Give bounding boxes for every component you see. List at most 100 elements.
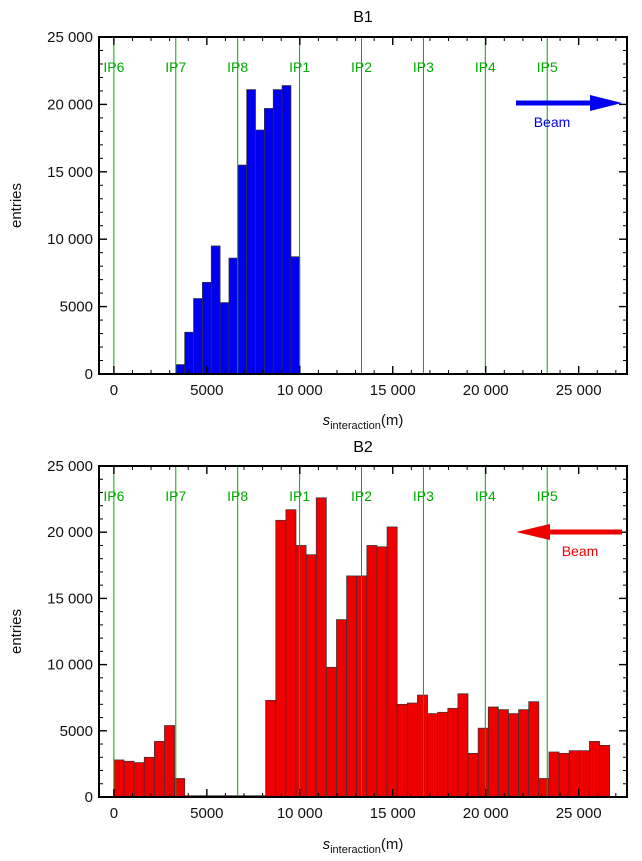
ip-label: IP4	[475, 59, 496, 75]
ip-label: IP3	[413, 59, 434, 75]
y-tick-label: 5000	[60, 723, 93, 740]
beam-annotation: Beam	[516, 95, 622, 130]
y-tick-label: 15 000	[47, 164, 93, 181]
panel-b2: B2 IP6 IP7 IP8 IP1 IP2 IP3 IP4 IP5 0 5000 10 000 15 …	[8, 439, 628, 856]
x-tick-label: 25 000	[556, 382, 602, 399]
histogram-bar	[193, 298, 203, 375]
histogram-bar	[228, 257, 239, 375]
x-tick-label: 10 000	[277, 382, 323, 399]
plot-frame	[98, 36, 628, 375]
ip-label: IP7	[165, 488, 186, 504]
panel-b1: B1 IP6 IP7 IP8 IP1 IP2 IP3 IP4 IP5 0 5000 10 000 15 …	[8, 9, 628, 432]
y-axis-label: entries	[8, 183, 25, 228]
x-axis-label: sinteraction(m)	[323, 836, 404, 856]
ip-label: IP2	[351, 488, 372, 504]
ip-label: IP8	[227, 59, 248, 75]
ip-label: IP2	[351, 59, 372, 75]
histogram-bar	[589, 741, 600, 798]
histogram-bar	[508, 713, 519, 798]
histogram-bar	[376, 546, 388, 798]
y-tick-label: 5000	[60, 299, 93, 316]
histogram-bar	[281, 85, 292, 375]
histogram-bar	[386, 526, 398, 798]
histogram-bar	[477, 727, 489, 798]
ip-label: IP5	[537, 59, 558, 75]
histogram-bar	[164, 725, 175, 798]
plot-frame	[98, 465, 628, 798]
histogram-bar	[396, 703, 408, 798]
beam-label: Beam	[534, 114, 571, 130]
x-tick-label: 5000	[190, 382, 223, 399]
histogram-bar	[336, 619, 347, 798]
x-tick-label: 5000	[190, 805, 223, 822]
x-tick-label: 25 000	[556, 805, 602, 822]
y-tick-label: 10 000	[47, 657, 93, 674]
histogram-bar	[467, 752, 479, 798]
x-tick-label: 15 000	[370, 805, 416, 822]
ip-markers: IP6 IP7 IP8 IP1 IP2 IP3 IP4 IP5	[103, 466, 558, 797]
histogram-bar	[246, 89, 256, 375]
x-tick-label: 15 000	[370, 382, 416, 399]
histogram-bar	[175, 364, 186, 375]
histogram-bar	[437, 711, 449, 798]
x-tick-label: 10 000	[277, 805, 323, 822]
ip-label: IP5	[537, 488, 558, 504]
y-tick-label: 25 000	[47, 458, 93, 475]
beam-label: Beam	[562, 543, 599, 559]
histogram-bar	[210, 245, 221, 375]
histogram-bar	[578, 750, 590, 798]
ticks: 0 5000 10 000 15 000 20 000 25 000 0 5000 10 000…	[47, 458, 627, 822]
histogram-bar	[548, 751, 560, 798]
ip-label: IP1	[289, 488, 310, 504]
x-tick-label: 20 000	[463, 382, 509, 399]
y-tick-label: 0	[85, 366, 93, 383]
histogram-bar	[255, 129, 265, 375]
ip-label: IP4	[475, 488, 496, 504]
histogram-bar	[346, 575, 358, 798]
y-axis-label: entries	[8, 609, 25, 654]
x-tick-label: 0	[110, 805, 118, 822]
histogram-bar	[498, 709, 509, 798]
histogram-bar	[558, 752, 570, 798]
x-tick-label: 0	[110, 382, 118, 399]
histogram-bar	[285, 509, 297, 798]
histogram-bar	[202, 281, 212, 375]
histogram-bar	[406, 702, 418, 798]
beam-arrow-head	[590, 95, 622, 111]
bars-group	[175, 85, 301, 375]
ip-markers: IP6 IP7 IP8 IP1 IP2 IP3 IP4 IP5	[103, 37, 558, 374]
ip-label: IP3	[413, 488, 434, 504]
histogram-bar	[528, 701, 540, 798]
histogram-bar	[305, 554, 317, 798]
x-tick-label: 20 000	[463, 805, 509, 822]
histogram-bar	[219, 302, 230, 375]
histogram-bar	[295, 545, 307, 798]
histogram-bar	[315, 497, 327, 798]
ticks: 0 5000 10 000 15 000 20 000 25 000 0 5000 10 000…	[47, 29, 627, 399]
histogram-bar	[417, 694, 428, 798]
histogram-bar	[427, 713, 438, 798]
histogram-bar	[133, 762, 145, 798]
histogram-bar	[290, 256, 301, 375]
y-tick-label: 15 000	[47, 590, 93, 607]
y-tick-label: 10 000	[47, 231, 93, 248]
y-tick-label: 20 000	[47, 96, 93, 113]
beam-arrow-head	[516, 524, 550, 540]
chart-title: B1	[353, 9, 373, 26]
histogram-bar	[275, 519, 287, 798]
ip-label: IP6	[103, 488, 124, 504]
histogram-bar	[272, 89, 283, 375]
histogram-bar	[568, 750, 580, 798]
histogram-bar	[487, 706, 499, 798]
histogram-bar	[366, 545, 378, 798]
histogram-bar	[447, 707, 459, 798]
histogram-bar	[153, 741, 165, 798]
chart-title: B2	[353, 439, 373, 456]
ip-label: IP1	[289, 59, 310, 75]
bars-group	[113, 497, 611, 798]
ip-label: IP7	[165, 59, 186, 75]
histogram-bar	[113, 759, 125, 798]
histogram-bar	[143, 756, 155, 798]
ip-label: IP8	[227, 488, 248, 504]
